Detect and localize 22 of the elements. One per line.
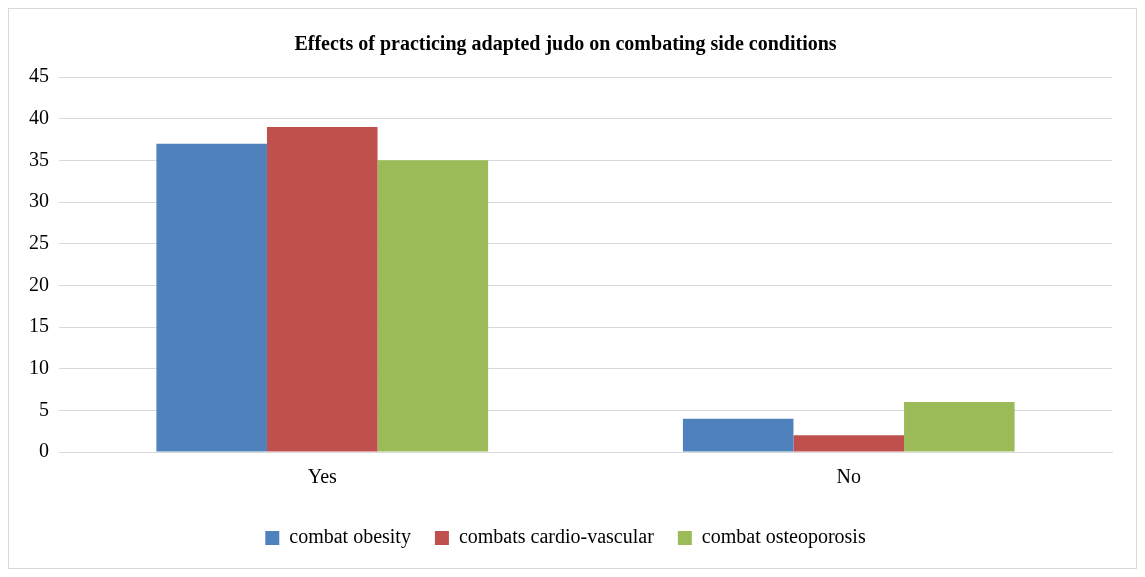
bar xyxy=(156,143,267,452)
y-tick-label: 10 xyxy=(29,355,49,378)
y-tick-label: 0 xyxy=(39,439,49,462)
bar xyxy=(377,160,489,452)
bar xyxy=(682,418,794,452)
y-tick-label: 30 xyxy=(29,189,49,212)
legend-label: combat obesity xyxy=(289,525,411,549)
legend-label: combat osteoporosis xyxy=(701,525,866,549)
bar xyxy=(904,402,1015,452)
chart-title: Effects of practicing adapted judo on combating side conditions xyxy=(294,32,837,56)
y-tick-label: 35 xyxy=(29,147,49,170)
bar xyxy=(793,435,905,452)
x-tick-label: No xyxy=(836,465,861,488)
bar xyxy=(266,127,378,452)
y-tick-label: 40 xyxy=(29,105,49,128)
x-tick-label: Yes xyxy=(307,465,338,488)
y-tick-label: 15 xyxy=(29,314,49,337)
y-tick-label: 45 xyxy=(29,64,49,87)
legend-label: combats cardio-vascular xyxy=(458,525,655,548)
y-tick-label: 25 xyxy=(29,230,49,253)
y-tick-label: 20 xyxy=(29,272,49,295)
y-tick-label: 5 xyxy=(39,397,49,420)
